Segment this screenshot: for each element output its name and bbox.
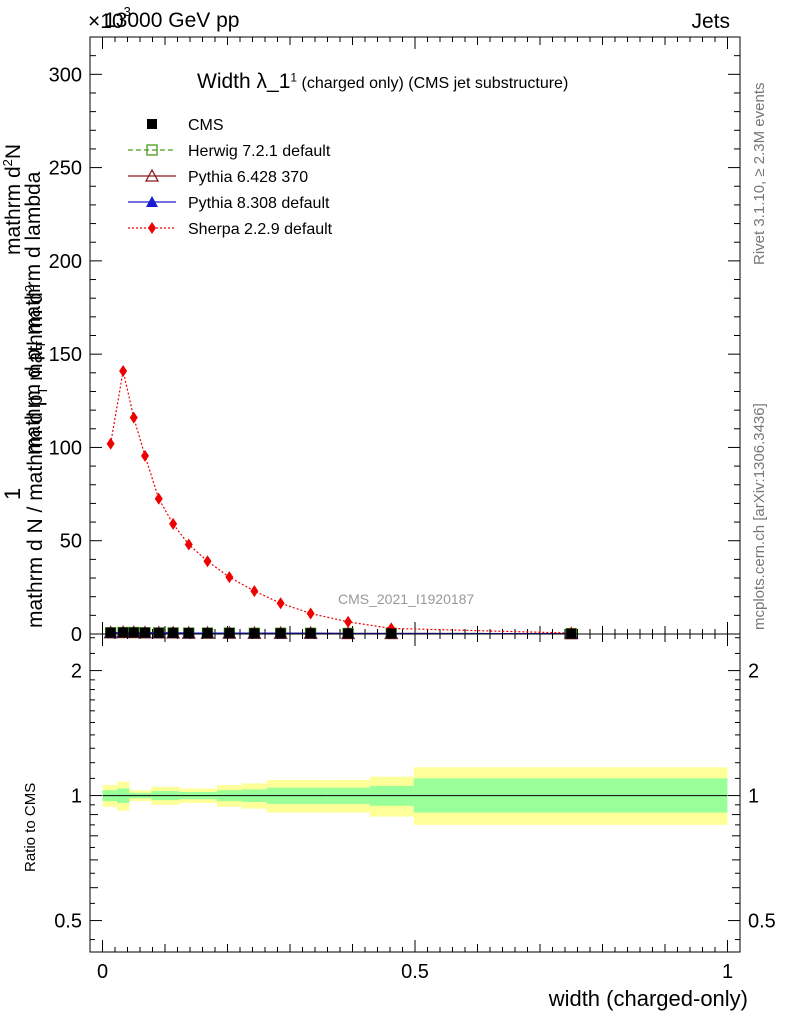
y-tick-label: 250 bbox=[49, 158, 82, 180]
ratio-plot-bands bbox=[102, 767, 728, 825]
main-plot-data bbox=[103, 364, 579, 640]
ratio-y-tick-label-right: 1 bbox=[748, 786, 759, 808]
ratio-y-label: Ratio to CMS bbox=[22, 782, 39, 872]
series-sherpa-2-2-9-default bbox=[106, 364, 576, 640]
y-tick-label: 0 bbox=[71, 624, 82, 646]
energy-label: 13000 GeV pp bbox=[104, 9, 240, 32]
y-tick-label: 200 bbox=[49, 251, 82, 273]
data-point bbox=[141, 449, 149, 462]
data-point bbox=[343, 628, 354, 639]
data-point bbox=[105, 627, 116, 638]
plot-title-suffix: (charged only) (CMS jet substructure) bbox=[301, 75, 569, 92]
data-point bbox=[140, 627, 150, 638]
data-point bbox=[202, 628, 213, 639]
data-point bbox=[184, 538, 193, 551]
legend-label: CMS bbox=[188, 117, 224, 134]
data-point bbox=[153, 627, 164, 638]
series-cms bbox=[105, 627, 577, 639]
legend-entry: Pythia 8.308 default bbox=[128, 195, 330, 212]
legend-marker bbox=[144, 168, 160, 182]
exponent-power: 3 bbox=[123, 4, 131, 19]
y-tick-label: 100 bbox=[49, 437, 82, 459]
data-point bbox=[386, 628, 397, 639]
legend-entry: Pythia 6.428 370 bbox=[128, 168, 308, 186]
exponent-label: ×103 bbox=[88, 4, 131, 33]
plot-title-main: Width λ_1 bbox=[197, 70, 291, 93]
data-point bbox=[154, 492, 163, 505]
legend-entry: Herwig 7.2.1 default bbox=[128, 143, 331, 160]
ratio-plot-axes: 0 0.5 1 0.5 0.5 1 1 2 2 bbox=[54, 633, 776, 983]
data-point bbox=[168, 627, 179, 638]
legend-entry: CMS bbox=[147, 117, 224, 134]
y-tick-label: 150 bbox=[49, 344, 82, 366]
legend-marker bbox=[146, 196, 158, 207]
data-point bbox=[249, 628, 260, 639]
x-axis-title: width (charged-only) bbox=[548, 986, 748, 1011]
data-point bbox=[250, 585, 259, 598]
series-line bbox=[110, 370, 572, 634]
ratio-y-tick-label: 2 bbox=[71, 661, 82, 683]
y-axis-lower: mathrm d pT mathrm d lambda bbox=[22, 171, 49, 455]
data-point bbox=[106, 437, 115, 450]
legend-label: Pythia 6.428 370 bbox=[188, 169, 308, 186]
ratio-y-tick-label: 1 bbox=[71, 786, 82, 808]
legend-marker bbox=[146, 144, 158, 156]
legend-entry: Sherpa 2.2.9 default bbox=[128, 221, 333, 238]
legend-label: Pythia 8.308 default bbox=[188, 195, 330, 212]
y-tick-label: 300 bbox=[49, 64, 82, 86]
plot-title-sup: 1 bbox=[290, 70, 298, 85]
ratio-y-tick-label: 0.5 bbox=[54, 911, 82, 933]
data-point bbox=[129, 411, 138, 424]
data-point bbox=[118, 627, 129, 638]
x-tick-label: 0.5 bbox=[401, 961, 429, 983]
analysis-watermark: CMS_2021_I1920187 bbox=[338, 591, 475, 607]
x-tick-label: 1 bbox=[722, 961, 733, 983]
legend-marker bbox=[147, 119, 157, 129]
category-label: Jets bbox=[691, 10, 730, 33]
data-point bbox=[276, 597, 285, 610]
data-point bbox=[306, 607, 315, 620]
legend-marker bbox=[148, 222, 156, 234]
data-point bbox=[225, 571, 234, 584]
data-point bbox=[224, 628, 235, 639]
legend-label: Herwig 7.2.1 default bbox=[188, 143, 331, 160]
data-point bbox=[128, 627, 139, 638]
ratio-y-tick-label-right: 0.5 bbox=[748, 911, 776, 933]
ratio-y-tick-label-right: 2 bbox=[748, 661, 759, 683]
main-plot-axes: 0 50 100 150 200 250 300 bbox=[49, 36, 741, 646]
data-point bbox=[344, 615, 353, 628]
data-point bbox=[119, 364, 128, 377]
legend-label: Sherpa 2.2.9 default bbox=[188, 221, 333, 238]
y-tick-label: 50 bbox=[60, 531, 82, 553]
legend: CMS Herwig 7.2.1 default Pythia 6.428 370 P… bbox=[128, 117, 333, 238]
mcplots-label: mcplots.cern.ch [arXiv:1306.3436] bbox=[751, 403, 768, 630]
data-point bbox=[305, 628, 316, 639]
data-point bbox=[183, 628, 194, 639]
data-point bbox=[275, 628, 286, 639]
x-tick-label: 0 bbox=[97, 961, 108, 983]
plot-title: Width λ_11 (charged only) (CMS jet subst… bbox=[197, 70, 568, 94]
data-point bbox=[203, 555, 212, 568]
data-point bbox=[169, 517, 178, 530]
